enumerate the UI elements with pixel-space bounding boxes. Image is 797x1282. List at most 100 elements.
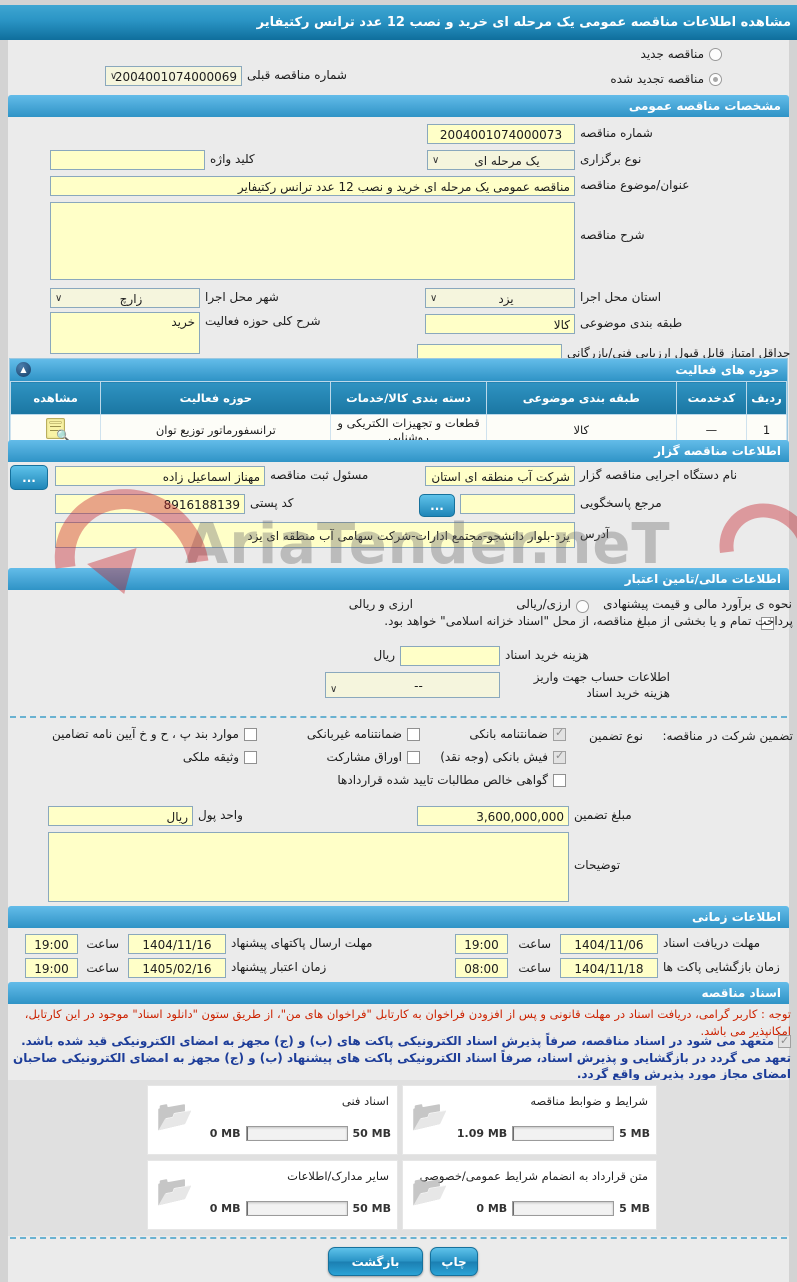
progress-bar [512, 1201, 615, 1216]
org-browse-button[interactable]: ... [10, 465, 48, 490]
agency-org-input[interactable]: شرکت آب منطقه ای استان [425, 466, 575, 486]
upload-panel-contract-text[interactable]: متن قرارداد به انضمام شرایط عمومی/خصوصی … [402, 1160, 657, 1230]
activity-scope-label: شرح کلی حوزه فعالیت [205, 314, 321, 328]
collapse-icon[interactable]: ▲ [16, 362, 31, 377]
envelope-opening-date[interactable]: 1404/11/18 [560, 958, 658, 978]
activity-scope-textarea[interactable]: خرید [50, 312, 200, 354]
doc-fee-unit-label: ریال [373, 648, 395, 662]
keyword-input[interactable] [50, 150, 205, 170]
tender-subject-label: عنوان/موضوع مناقصه [580, 178, 690, 192]
guarantee-amount-label: مبلغ تضمین [574, 808, 632, 822]
back-button[interactable]: بازگشت [328, 1247, 423, 1276]
upload-total: 5 MB [619, 1127, 650, 1140]
col-header-view: مشاهده [9, 381, 102, 415]
doc-receipt-deadline-date[interactable]: 1404/11/06 [560, 934, 658, 954]
subject-category-input[interactable]: کالا [425, 314, 575, 334]
registrar-label: مسئول ثبت مناقصه [270, 468, 369, 482]
estimate-option1-radio[interactable] [576, 600, 589, 613]
currency-label: واحد پول [198, 808, 243, 822]
participation-bonds-checkbox[interactable] [407, 750, 420, 764]
estimate-option1-label: ارزی/ریالی [516, 597, 571, 611]
activity-areas-table: حوزه های فعالیت ▲ ردیف کدخدمت طبقه بندی … [9, 358, 788, 447]
registrar-input[interactable]: مهناز اسماعیل زاده [55, 466, 265, 486]
bid-submission-deadline-label: مهلت ارسال پاکتهای پیشنهاد [231, 936, 373, 950]
section-header-documents: اسناد مناقصه [8, 982, 789, 1004]
net-claims-checkbox[interactable] [553, 773, 566, 787]
envelope-opening-time[interactable]: 08:00 [455, 958, 508, 978]
bid-submission-deadline-time[interactable]: 19:00 [25, 934, 78, 954]
bid-validity-label: زمان اعتبار پیشنهاد [231, 960, 327, 974]
previous-tender-number-select[interactable]: ∨ 2004001074000069 [105, 66, 242, 86]
contact-browse-button[interactable]: ... [419, 494, 455, 517]
tender-description-label: شرح مناقصه [580, 228, 645, 242]
section-header-timing: اطلاعات زمانی [8, 906, 789, 928]
city-label: شهر محل اجرا [205, 290, 279, 304]
doc-fee-input[interactable] [400, 646, 500, 666]
bylaw-items-checkbox[interactable] [244, 727, 257, 741]
print-button[interactable]: چاپ [430, 1247, 478, 1276]
contact-field: مرجع پاسخگویی [460, 494, 662, 514]
doc-receipt-deadline-label: مهلت دریافت اسناد [663, 936, 761, 950]
tender-number-input[interactable]: 2004001074000073 [427, 124, 575, 144]
contact-input[interactable] [460, 494, 575, 514]
estimate-method-label: نحوه ی برآورد مالی و قیمت پیشنهادی [603, 597, 792, 611]
tender-subject-input[interactable]: مناقصه عمومی یک مرحله ای خرید و نصب 12 ع… [50, 176, 575, 196]
radio-row-new-tender: مناقصه جدید [641, 47, 722, 61]
treasury-checkbox[interactable] [761, 617, 775, 630]
upload-panel-terms[interactable]: شرایط و ضوابط مناقصه 📂 1.09 MB 5 MB [402, 1085, 657, 1155]
table-header-row: ردیف کدخدمت طبقه بندی موضوعی دسته بندی ک… [9, 381, 788, 415]
address-input[interactable]: یزد-بلوار دانشجو-مجتمع ادارات-شرکت سهامی… [55, 522, 575, 548]
view-record-icon[interactable]: 🔍 [46, 418, 71, 443]
notes-textarea[interactable] [48, 832, 569, 902]
divider [10, 1237, 787, 1239]
divider [10, 716, 787, 718]
col-header-service-code: کدخدمت [675, 381, 747, 415]
bid-validity-time[interactable]: 19:00 [25, 958, 78, 978]
tender-type-select[interactable]: ∨ یک مرحله ای [427, 150, 575, 170]
upload-used: 0 MB [209, 1127, 241, 1140]
activity-scope-field: خرید شرح کلی حوزه فعالیت [50, 312, 321, 354]
guarantee-amount-input[interactable]: 3,600,000,000 [417, 806, 569, 826]
renewed-tender-radio[interactable] [709, 72, 722, 86]
folder-icon: 📂 [156, 1099, 194, 1134]
tender-number-label: شماره مناقصه [580, 126, 653, 140]
section-header-agency: اطلاعات مناقصه گزار [8, 440, 789, 462]
agency-org-field: شرکت آب منطقه ای استان نام دستگاه اجرایی… [425, 466, 737, 486]
doc-receipt-deadline-time[interactable]: 19:00 [455, 934, 508, 954]
guarantee-option-property-collateral: وثیقه ملکی [183, 750, 257, 764]
upload-label: اسناد فنی [341, 1094, 389, 1108]
documents-red-notice: توجه : کاربر گرامی، دریافت اسناد در مهلت… [24, 1007, 791, 1038]
deposit-account-select[interactable]: ∨ -- [325, 672, 500, 698]
city-select[interactable]: ∨ زارچ [50, 288, 200, 308]
currency-input[interactable]: ریال [48, 806, 193, 826]
upload-label: سایر مدارک/اطلاعات [287, 1169, 389, 1183]
currency-field: ریال واحد پول [48, 806, 243, 826]
province-select[interactable]: ∨ یزد [425, 288, 575, 308]
col-header-category: طبقه بندی موضوعی [485, 381, 677, 415]
upload-panel-technical-docs[interactable]: اسناد فنی 📂 0 MB 50 MB [147, 1085, 398, 1155]
esign-commitment-checkbox[interactable] [778, 1033, 791, 1048]
city-field: ∨ زارچ شهر محل اجرا [50, 288, 279, 308]
guarantee-option-bank-receipt: فیش بانکی (وجه نقد) [440, 749, 566, 764]
bid-validity-date[interactable]: 1405/02/16 [128, 958, 226, 978]
nonbank-guarantee-checkbox[interactable] [407, 727, 420, 741]
province-label: استان محل اجرا [580, 290, 662, 304]
tender-type-field: ∨ یک مرحله ای نوع برگزاری [427, 150, 641, 170]
bid-submission-deadline-field: 1404/11/16 مهلت ارسال پاکتهای پیشنهاد [128, 934, 372, 954]
tender-description-textarea[interactable] [50, 202, 575, 280]
keyword-field: کلید واژه [50, 150, 255, 170]
bid-submission-deadline-date[interactable]: 1404/11/16 [128, 934, 226, 954]
upload-panel-other-docs[interactable]: سایر مدارک/اطلاعات 📂 0 MB 50 MB [147, 1160, 398, 1230]
doc-receipt-deadline-field: 1404/11/06 مهلت دریافت اسناد [560, 934, 760, 954]
upload-total: 5 MB [619, 1202, 650, 1215]
new-tender-radio[interactable] [709, 47, 722, 61]
property-collateral-checkbox[interactable] [244, 750, 257, 764]
bank-receipt-checkbox[interactable] [553, 749, 566, 764]
progress-bar [245, 1201, 348, 1216]
chevron-down-icon: ∨ [330, 684, 338, 695]
radio-row-renewed-tender: مناقصه تجدید شده [610, 72, 722, 86]
folder-icon: 📂 [156, 1174, 194, 1209]
postal-code-input[interactable]: 8916188139 [55, 494, 245, 514]
magnifier-icon: 🔍 [56, 429, 72, 443]
bank-guarantee-checkbox[interactable] [553, 726, 566, 741]
